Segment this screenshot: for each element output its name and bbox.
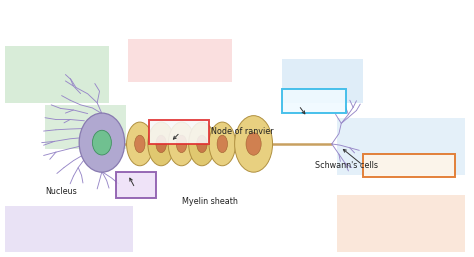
FancyBboxPatch shape: [337, 195, 465, 252]
FancyBboxPatch shape: [5, 206, 133, 252]
Ellipse shape: [246, 133, 261, 155]
FancyBboxPatch shape: [282, 59, 363, 103]
Ellipse shape: [189, 122, 215, 166]
Text: Myelin sheath: Myelin sheath: [182, 197, 238, 206]
Ellipse shape: [135, 135, 145, 153]
Ellipse shape: [197, 135, 207, 153]
FancyBboxPatch shape: [45, 105, 126, 149]
FancyBboxPatch shape: [116, 172, 156, 198]
Ellipse shape: [148, 122, 174, 166]
Ellipse shape: [156, 135, 166, 153]
Ellipse shape: [79, 113, 125, 172]
Text: Node of ranvier: Node of ranvier: [211, 126, 273, 136]
Ellipse shape: [217, 135, 228, 153]
Ellipse shape: [235, 116, 273, 172]
Text: Schwann's cells: Schwann's cells: [315, 161, 378, 170]
Ellipse shape: [92, 130, 111, 155]
FancyBboxPatch shape: [282, 89, 346, 113]
FancyBboxPatch shape: [128, 39, 232, 82]
Text: Nucleus: Nucleus: [45, 187, 77, 196]
FancyBboxPatch shape: [363, 154, 455, 177]
Ellipse shape: [209, 122, 236, 166]
Ellipse shape: [127, 122, 153, 166]
FancyBboxPatch shape: [5, 46, 109, 103]
Ellipse shape: [168, 122, 195, 166]
Ellipse shape: [176, 135, 187, 153]
FancyBboxPatch shape: [149, 120, 209, 144]
FancyBboxPatch shape: [337, 118, 465, 175]
